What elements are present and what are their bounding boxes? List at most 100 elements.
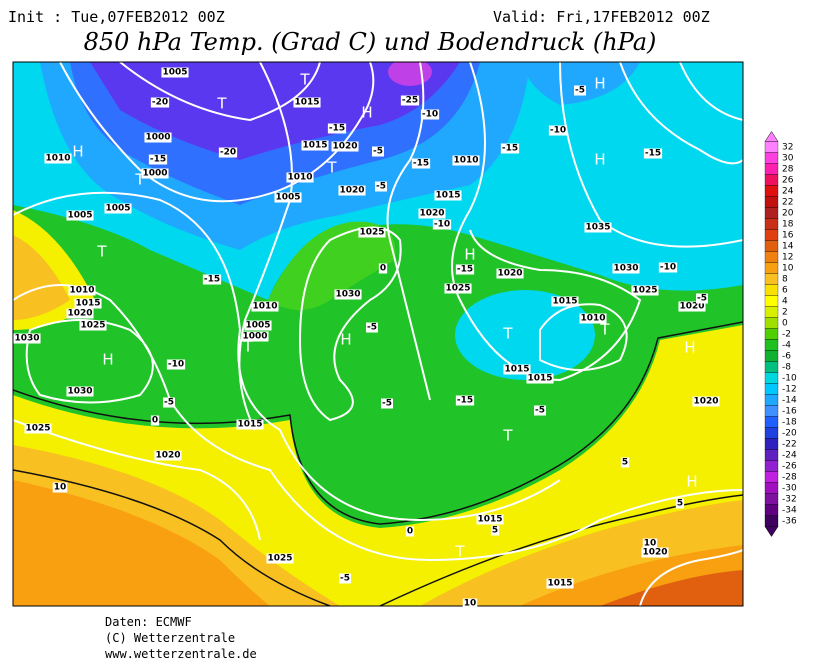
contour-label: 0: [380, 264, 386, 274]
label-box: [52, 482, 68, 493]
contour-label: -20: [152, 98, 168, 108]
label-box: [241, 331, 269, 342]
contour-label: 1025: [359, 228, 384, 238]
contour-label: 5: [677, 499, 683, 509]
label-box: [163, 397, 175, 408]
colorbar-swatch: [764, 416, 779, 428]
label-box: [642, 538, 658, 549]
colorbar-tick-label: 0: [782, 319, 788, 329]
contour-label: 1025: [25, 424, 50, 434]
label-box: [286, 172, 314, 183]
contour-label: 1015: [302, 141, 327, 151]
label-box: [658, 262, 678, 273]
colorbar-swatch: [764, 493, 779, 505]
label-box: [334, 289, 362, 300]
label-box: [400, 95, 420, 106]
colorbar-tick-label: 18: [782, 220, 794, 230]
contour-label: 1020: [419, 209, 444, 219]
label-box: [274, 192, 302, 203]
colorbar-swatch: [764, 218, 779, 230]
label-box: [68, 285, 96, 296]
colorbar-swatch: [764, 152, 779, 164]
colorbar-swatch: [764, 383, 779, 395]
contour-label: 1030: [14, 334, 39, 344]
contour-label: -15: [204, 275, 220, 285]
contour-label: 5: [492, 526, 498, 536]
contour-label: 1025: [267, 554, 292, 564]
contour-label: -10: [550, 126, 566, 136]
colorbar-tick-label: -6: [782, 352, 791, 362]
label-box: [548, 125, 568, 136]
contour-label: 1000: [145, 133, 170, 143]
colorbar-swatch: [764, 185, 779, 197]
label-box: [24, 423, 52, 434]
label-box: [411, 158, 431, 169]
label-box: [266, 553, 294, 564]
contour-label: -15: [645, 149, 661, 159]
label-box: [327, 123, 347, 134]
contour-label: 1020: [693, 397, 718, 407]
pressure-center: T: [326, 159, 337, 177]
contour-label: 1015: [477, 515, 502, 525]
contour-label: 0: [152, 416, 158, 426]
contour-label: 1015: [75, 299, 100, 309]
label-box: [490, 525, 500, 536]
label-box: [74, 298, 102, 309]
label-box: [612, 263, 640, 274]
label-box: [432, 219, 452, 230]
colorbar-tick-label: 30: [782, 154, 794, 164]
colorbar-tick-label: 10: [782, 264, 794, 274]
contour-label: -5: [367, 323, 377, 333]
colorbar-swatch: [764, 207, 779, 219]
colorbar-tick-label: -4: [782, 341, 791, 351]
colorbar-tick-label: -32: [782, 495, 797, 505]
contour-label: 1020: [642, 548, 667, 558]
contour-label: 1015: [552, 297, 577, 307]
colorbar-tick-label: -26: [782, 462, 797, 472]
label-box: [381, 398, 393, 409]
colorbar-swatch: [764, 251, 779, 263]
label-box: [141, 168, 169, 179]
pressure-center: H: [102, 351, 113, 369]
colorbar-swatch: [764, 372, 779, 384]
label-box: [692, 396, 720, 407]
colorbar-swatch: [764, 515, 779, 527]
contour-label: 1010: [252, 302, 277, 312]
contour-label: -25: [402, 96, 418, 106]
label-box: [161, 67, 189, 78]
colorbar-tick-label: -36: [782, 517, 797, 527]
contour-label: 1000: [142, 169, 167, 179]
label-box: [150, 415, 160, 426]
label-box: [496, 268, 524, 279]
label-box: [476, 514, 504, 525]
colorbar-tick-label: 4: [782, 297, 788, 307]
colorbar-swatch: [764, 504, 779, 516]
init-time: Init : Tue,07FEB2012 00Z: [8, 8, 225, 26]
label-box: [66, 210, 94, 221]
colorbar-swatch: [764, 449, 779, 461]
contour-label: 1020: [67, 309, 92, 319]
contour-label: 1015: [527, 374, 552, 384]
label-box: [338, 185, 366, 196]
colorbar-tick-label: -10: [782, 374, 797, 384]
colorbar-tick-label: -30: [782, 484, 797, 494]
contour-label: 1020: [497, 269, 522, 279]
contour-label: 1030: [613, 264, 638, 274]
label-box: [455, 395, 475, 406]
pressure-center: T: [242, 338, 253, 356]
colorbar-swatch: [764, 460, 779, 472]
label-box: [420, 109, 440, 120]
contour-label: 1015: [435, 191, 460, 201]
colorbar-swatch: [764, 438, 779, 450]
contour-label: -5: [373, 147, 383, 157]
colorbar-tick-label: 32: [782, 143, 793, 153]
contour-label: 5: [622, 458, 628, 468]
pressure-center: T: [454, 543, 465, 561]
label-box: [503, 364, 531, 375]
contour-label: -20: [220, 148, 236, 158]
label-box: [551, 296, 579, 307]
contour-label: 10: [54, 483, 67, 493]
pressure-center: H: [361, 104, 372, 122]
footer-line: www.wetterzentrale.de: [105, 647, 257, 661]
colorbar-swatch: [764, 163, 779, 175]
